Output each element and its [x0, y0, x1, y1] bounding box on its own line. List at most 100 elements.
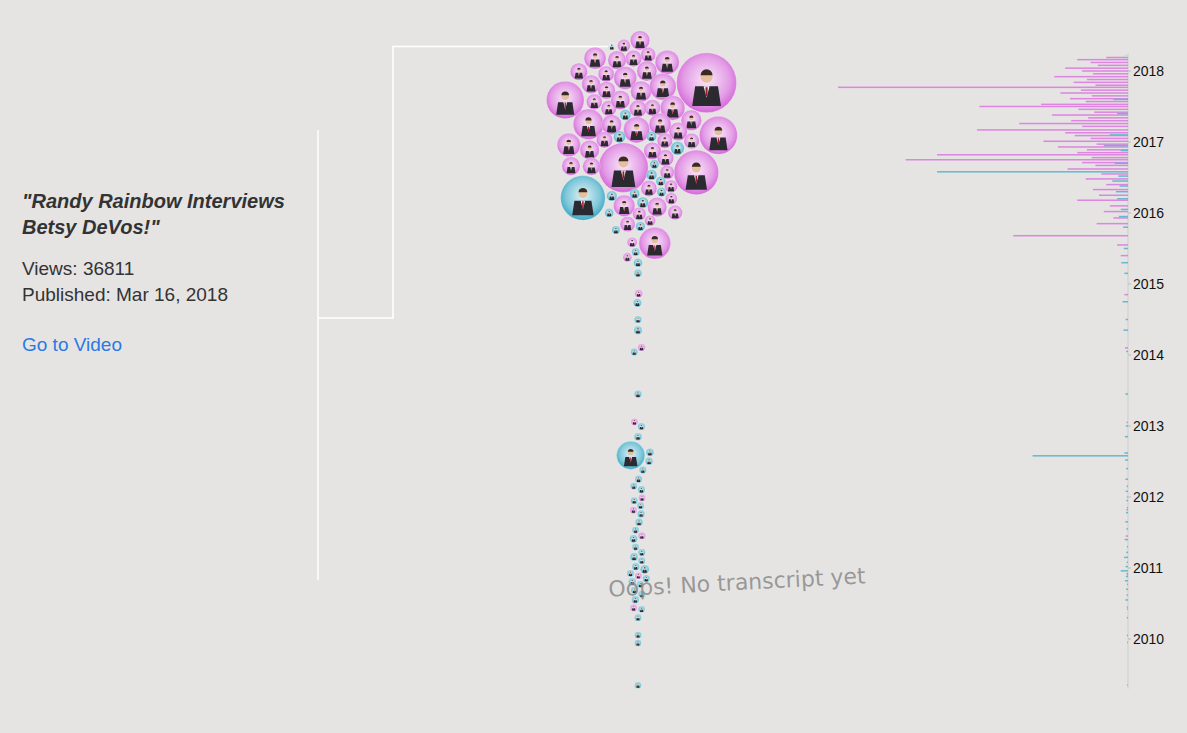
video-bubble[interactable]: [596, 132, 612, 148]
video-bubble[interactable]: [684, 133, 699, 148]
figure-head: [615, 228, 617, 230]
video-bubble[interactable]: [635, 475, 642, 482]
video-bubble[interactable]: [635, 682, 641, 688]
figure-body: [620, 79, 631, 87]
video-bubble[interactable]: [638, 486, 645, 493]
video-bubble[interactable]: [646, 448, 654, 456]
video-bubble[interactable]: [655, 50, 679, 74]
video-bubble[interactable]: [656, 176, 666, 186]
video-bubble[interactable]: [638, 532, 645, 539]
video-bubble[interactable]: [674, 150, 719, 195]
video-bubble[interactable]: [639, 467, 646, 474]
video-bubble[interactable]: [633, 299, 641, 307]
video-bubble[interactable]: [624, 117, 650, 143]
video-bubble[interactable]: [617, 39, 630, 52]
video-bubble[interactable]: [645, 458, 652, 465]
video-bubble[interactable]: [634, 326, 642, 334]
video-bubble[interactable]: [638, 423, 645, 430]
video-bubble[interactable]: [638, 344, 645, 351]
video-bubble[interactable]: [639, 227, 671, 259]
video-bubble[interactable]: [557, 133, 580, 156]
video-bubble[interactable]: [638, 606, 645, 613]
video-bubble[interactable]: [634, 270, 642, 278]
video-bubble[interactable]: [668, 205, 683, 220]
video-bubble[interactable]: [630, 535, 638, 543]
video-bubble[interactable]: [665, 193, 677, 205]
video-link[interactable]: Go to Video: [22, 332, 312, 358]
figure-tie: [671, 200, 672, 202]
video-bubble[interactable]: [635, 519, 642, 526]
video-bubble[interactable]: [671, 142, 684, 155]
video-bubble[interactable]: [638, 510, 645, 517]
video-bubble[interactable]: [637, 197, 648, 208]
video-bubble[interactable]: [632, 527, 639, 534]
video-bubble[interactable]: [612, 226, 620, 234]
video-bubble[interactable]: [586, 94, 602, 110]
video-bubble[interactable]: [646, 169, 657, 180]
video-bubble[interactable]: [665, 180, 678, 193]
video-bubble[interactable]: [639, 495, 646, 502]
video-bubble[interactable]: [635, 632, 642, 639]
video-bubble[interactable]: [640, 565, 649, 574]
video-bubble[interactable]: [614, 131, 626, 143]
video-bubble[interactable]: [631, 497, 638, 504]
video-bubble[interactable]: [620, 216, 635, 231]
video-bubble[interactable]: [650, 160, 659, 169]
figure-hair: [637, 317, 638, 319]
video-bubble[interactable]: [617, 441, 645, 469]
video-bubble[interactable]: [641, 47, 656, 62]
video-bubble[interactable]: [623, 253, 632, 262]
video-bubble[interactable]: [635, 290, 643, 298]
video-bubble[interactable]: [634, 316, 641, 323]
video-bubble[interactable]: [641, 180, 657, 196]
video-bubble[interactable]: [630, 553, 638, 561]
video-bubble[interactable]: [633, 207, 646, 220]
video-bubble[interactable]: [630, 483, 637, 490]
video-bubble[interactable]: [635, 640, 642, 647]
video-bubble[interactable]: [634, 433, 641, 440]
video-bubble[interactable]: [562, 157, 580, 175]
video-bubble[interactable]: [611, 90, 630, 109]
video-bubble[interactable]: [634, 258, 643, 267]
video-bubble[interactable]: [644, 142, 661, 159]
video-bubble[interactable]: [627, 237, 637, 247]
video-bubble[interactable]: [677, 53, 737, 113]
video-bubble[interactable]: [599, 143, 649, 193]
video-bubble[interactable]: [632, 248, 640, 256]
video-bubble[interactable]: [608, 42, 616, 50]
video-bubble[interactable]: [631, 349, 638, 356]
figure-shirt: [650, 221, 651, 223]
video-bubble[interactable]: [638, 549, 645, 556]
video-bubble[interactable]: [657, 187, 666, 196]
video-bubble[interactable]: [638, 557, 645, 564]
video-bubble[interactable]: [637, 502, 644, 509]
video-bubble[interactable]: [630, 189, 640, 199]
video-bubble[interactable]: [632, 563, 639, 570]
video-bubble[interactable]: [632, 544, 639, 551]
figure-body: [661, 142, 668, 147]
video-bubble[interactable]: [645, 215, 656, 226]
video-bubble[interactable]: [699, 116, 737, 154]
video-bubble[interactable]: [631, 418, 638, 425]
video-bubble[interactable]: [583, 158, 601, 176]
video-bubble[interactable]: [598, 66, 614, 82]
video-bubble[interactable]: [630, 605, 637, 612]
video-bubble[interactable]: [636, 222, 645, 231]
video-bubble[interactable]: [634, 390, 641, 397]
video-bubble[interactable]: [561, 176, 606, 221]
video-bubble[interactable]: [635, 614, 642, 621]
video-bubble[interactable]: [647, 132, 657, 142]
video-bubble[interactable]: [647, 197, 666, 216]
video-bubble[interactable]: [580, 140, 599, 159]
video-bubble[interactable]: [629, 100, 646, 117]
figure-tie: [691, 122, 692, 125]
figure-body: [640, 427, 643, 429]
video-bubble[interactable]: [605, 209, 614, 218]
video-bubble[interactable]: [631, 81, 652, 102]
video-bubble[interactable]: [584, 47, 606, 69]
views-bar: [1099, 195, 1128, 197]
video-bubble[interactable]: [630, 507, 637, 514]
video-bubble[interactable]: [607, 191, 617, 201]
figure-hair: [627, 255, 629, 257]
video-bubble[interactable]: [620, 109, 631, 120]
